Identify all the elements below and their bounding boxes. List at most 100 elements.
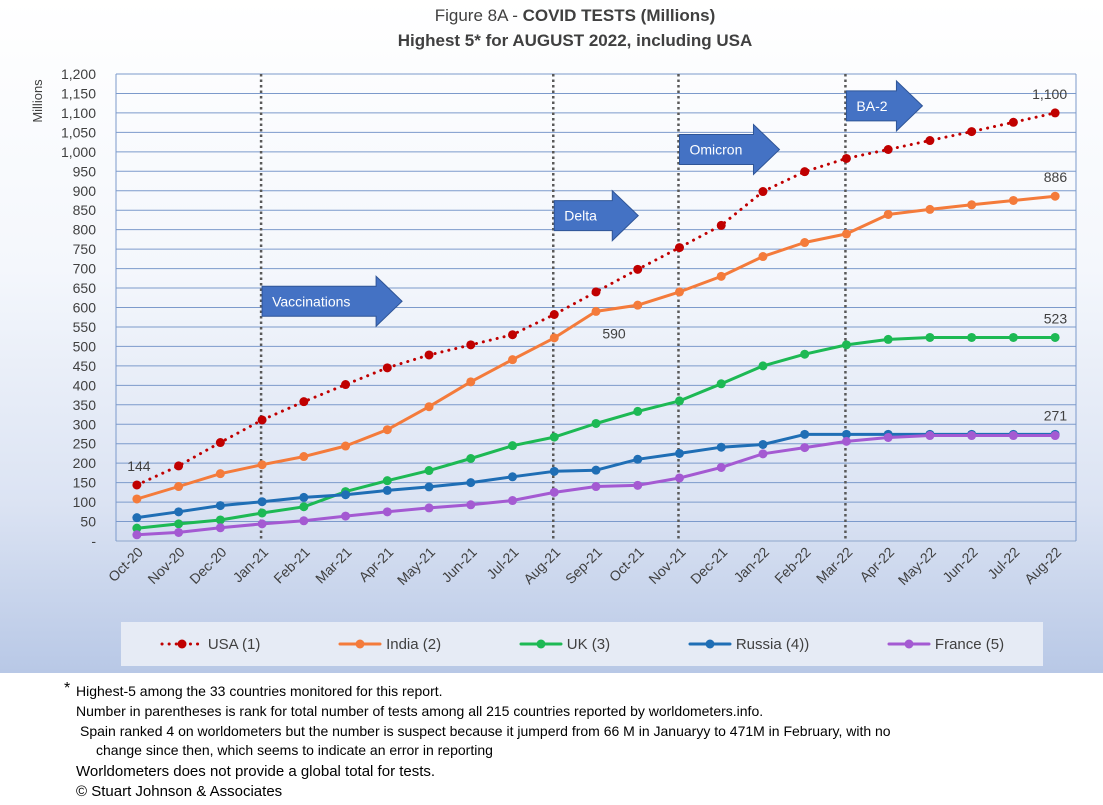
data-point xyxy=(382,363,392,373)
data-point xyxy=(174,461,184,471)
x-tick-label: Sep-21 xyxy=(562,544,605,587)
data-point xyxy=(591,482,601,492)
data-point xyxy=(257,519,267,529)
data-point xyxy=(1008,431,1018,441)
legend-swatch xyxy=(160,639,204,649)
data-point xyxy=(841,153,851,163)
data-point xyxy=(508,472,518,482)
data-label: 886 xyxy=(1044,169,1068,185)
data-point xyxy=(674,243,684,253)
data-point xyxy=(674,473,684,483)
arrow-label: BA-2 xyxy=(856,98,887,114)
x-tick-label: Jun-22 xyxy=(939,544,981,586)
data-point xyxy=(299,397,309,407)
data-label: 1,100 xyxy=(1032,86,1067,102)
annotation-arrow: Vaccinations xyxy=(261,275,403,328)
data-point xyxy=(633,300,643,310)
data-point xyxy=(341,490,351,500)
data-label: 144 xyxy=(127,458,151,474)
data-point xyxy=(883,432,893,442)
legend-item: India (2) xyxy=(338,636,441,653)
data-point xyxy=(716,442,726,452)
data-point xyxy=(424,466,434,476)
data-point xyxy=(466,377,476,387)
legend-swatch xyxy=(887,639,931,649)
data-point xyxy=(341,511,351,521)
data-point xyxy=(174,527,184,537)
data-point xyxy=(758,252,768,262)
data-point xyxy=(341,380,351,390)
annotation-arrow: Delta xyxy=(553,189,639,242)
data-point xyxy=(633,406,643,416)
data-point xyxy=(174,482,184,492)
data-point xyxy=(174,507,184,517)
data-point xyxy=(1008,117,1018,127)
y-tick-label: 100 xyxy=(73,494,97,510)
data-point xyxy=(841,229,851,239)
y-tick-label: 50 xyxy=(80,514,96,530)
data-point xyxy=(508,355,518,365)
data-label: 590 xyxy=(602,325,626,341)
x-tick-label: Oct-20 xyxy=(105,544,146,585)
data-point xyxy=(1050,332,1060,342)
chart-legend: USA (1) India (2) UK (3) Russia (4)) France … xyxy=(121,622,1043,666)
legend-label: UK (3) xyxy=(566,635,611,653)
data-point xyxy=(1050,191,1060,201)
annotation-arrow: BA-2 xyxy=(845,79,924,133)
data-point xyxy=(925,204,935,214)
y-tick-label: 700 xyxy=(73,261,97,277)
y-tick-label: 950 xyxy=(73,163,97,179)
y-tick-label: 200 xyxy=(73,455,97,471)
data-point xyxy=(466,340,476,350)
legend-marker xyxy=(355,639,365,649)
x-tick-label: Jan-21 xyxy=(230,544,272,586)
data-point xyxy=(132,480,142,490)
data-point xyxy=(132,530,142,540)
y-tick-label: 1,200 xyxy=(61,66,96,82)
footnote-line-5: Worldometers does not provide a global t… xyxy=(76,763,436,780)
data-point xyxy=(841,429,851,439)
x-tick-label: Nov-20 xyxy=(144,544,187,587)
data-point xyxy=(215,438,225,448)
data-point xyxy=(925,431,935,441)
data-point xyxy=(508,330,518,340)
data-point xyxy=(257,460,267,470)
y-tick-label: 1,150 xyxy=(61,85,96,101)
data-point xyxy=(424,482,434,492)
data-point xyxy=(716,220,726,230)
y-tick-label: 900 xyxy=(73,183,97,199)
footnote-line-2: Number in parentheses is rank for total … xyxy=(76,703,764,719)
legend-swatch xyxy=(519,639,563,649)
data-point xyxy=(549,432,559,442)
y-tick-label: - xyxy=(91,533,96,549)
data-point xyxy=(549,487,559,497)
x-tick-label: Apr-21 xyxy=(355,544,396,585)
data-point xyxy=(800,167,810,177)
data-point xyxy=(925,332,935,342)
data-point xyxy=(633,454,643,464)
data-point xyxy=(633,264,643,274)
data-point xyxy=(591,306,601,316)
data-point xyxy=(215,523,225,533)
data-point xyxy=(257,415,267,425)
data-point xyxy=(1050,108,1060,118)
data-point xyxy=(466,500,476,510)
series-india-2 xyxy=(132,191,1060,504)
series-france-5 xyxy=(132,431,1060,540)
data-point xyxy=(800,349,810,359)
x-tick-label: Dec-20 xyxy=(186,544,229,587)
x-tick-label: Jun-21 xyxy=(438,544,480,586)
y-tick-label: 250 xyxy=(73,436,97,452)
chart-title-bold: COVID TESTS (Millions) xyxy=(522,6,716,25)
data-point xyxy=(758,361,768,371)
legend-item: UK (3) xyxy=(519,636,610,653)
data-point xyxy=(758,187,768,197)
data-label: 271 xyxy=(1044,407,1068,423)
series-uk-3 xyxy=(132,332,1060,533)
data-point xyxy=(299,516,309,526)
chart-title: Figure 8A - COVID TESTS (Millions) xyxy=(0,6,1103,26)
data-point xyxy=(716,379,726,389)
data-point xyxy=(674,448,684,458)
data-point xyxy=(382,507,392,517)
y-tick-label: 650 xyxy=(73,280,97,296)
